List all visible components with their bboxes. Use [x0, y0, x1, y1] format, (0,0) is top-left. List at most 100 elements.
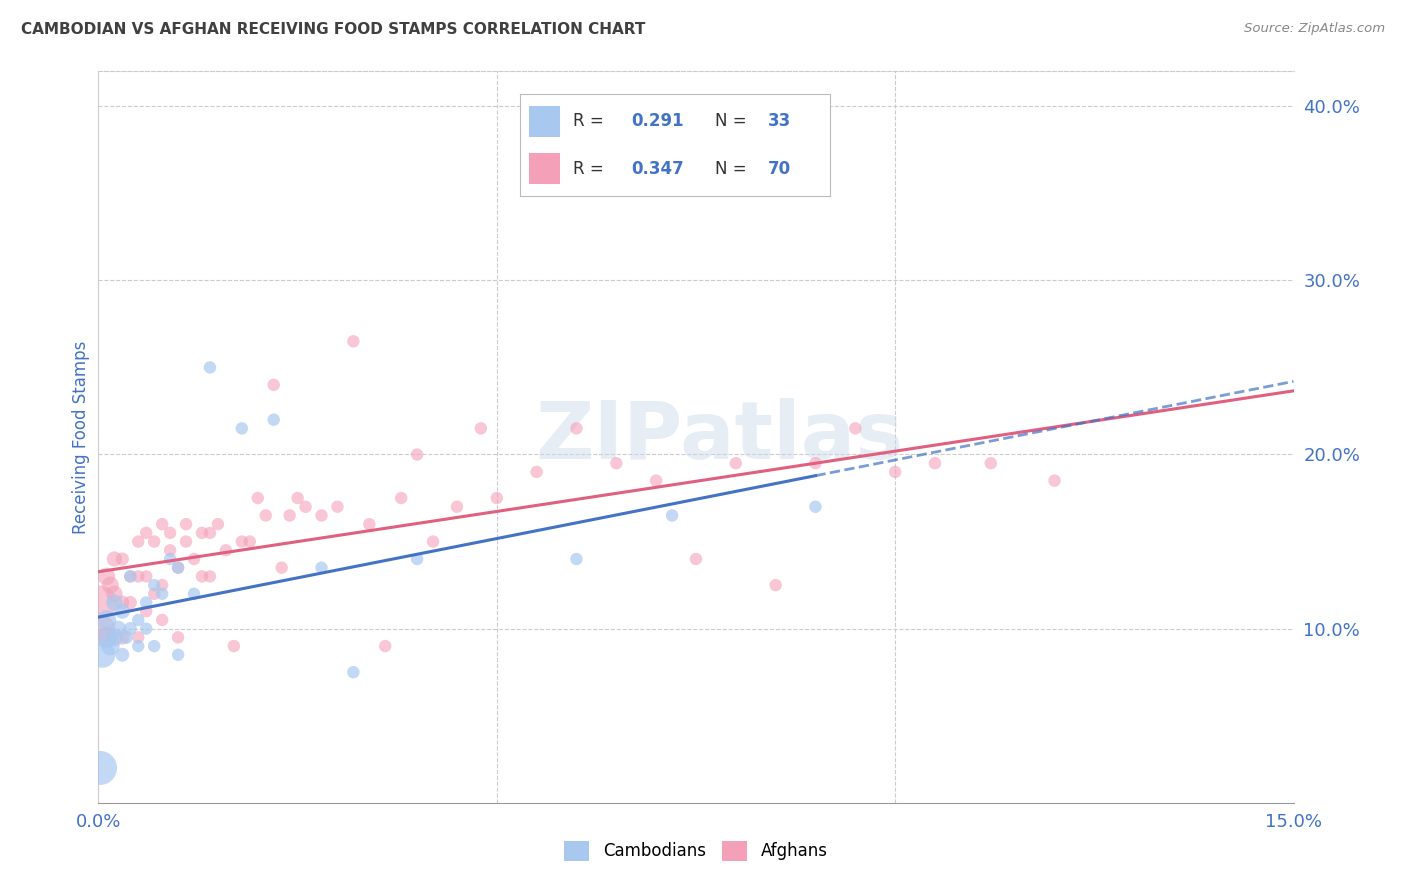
Point: [135, 604, 157, 618]
Y-axis label: Receiving Food Stamps: Receiving Food Stamps: [72, 341, 90, 533]
Point: [120, 595, 142, 609]
Point: [111, 604, 134, 618]
Point: [311, 508, 333, 523]
Point: [135, 622, 157, 636]
Text: 70: 70: [768, 160, 790, 178]
Point: [804, 500, 827, 514]
Point: [239, 534, 262, 549]
Point: [167, 560, 190, 574]
Point: [96, 569, 118, 583]
Point: [120, 569, 142, 583]
Point: [143, 578, 166, 592]
Point: [127, 613, 149, 627]
Point: [924, 456, 946, 470]
Point: [127, 534, 149, 549]
Point: [406, 448, 429, 462]
Point: [446, 500, 468, 514]
Point: [115, 631, 138, 645]
Point: [406, 552, 429, 566]
Point: [765, 578, 787, 592]
Text: Source: ZipAtlas.com: Source: ZipAtlas.com: [1244, 22, 1385, 36]
Point: [120, 622, 142, 636]
Text: CAMBODIAN VS AFGHAN RECEIVING FOOD STAMPS CORRELATION CHART: CAMBODIAN VS AFGHAN RECEIVING FOOD STAMP…: [21, 22, 645, 37]
Text: ZIPatlas: ZIPatlas: [536, 398, 904, 476]
Text: N =: N =: [716, 112, 752, 130]
Point: [485, 491, 508, 505]
Point: [103, 552, 125, 566]
Point: [143, 534, 166, 549]
Point: [174, 534, 197, 549]
Point: [167, 560, 190, 574]
Point: [183, 552, 205, 566]
Point: [374, 639, 396, 653]
Point: [135, 569, 157, 583]
Point: [263, 377, 285, 392]
Text: 0.347: 0.347: [631, 160, 685, 178]
Point: [231, 534, 253, 549]
Point: [89, 595, 111, 609]
Point: [98, 639, 122, 653]
Point: [183, 587, 205, 601]
Point: [167, 631, 190, 645]
Point: [191, 525, 214, 540]
Point: [111, 595, 134, 609]
Point: [645, 474, 668, 488]
Point: [246, 491, 269, 505]
Point: [231, 421, 253, 435]
Point: [150, 613, 173, 627]
Point: [980, 456, 1002, 470]
Point: [135, 525, 157, 540]
Point: [804, 456, 827, 470]
Point: [120, 569, 142, 583]
Point: [103, 595, 125, 609]
Point: [198, 569, 221, 583]
Point: [724, 456, 747, 470]
Point: [91, 622, 114, 636]
FancyBboxPatch shape: [530, 106, 561, 136]
Text: R =: R =: [572, 112, 609, 130]
Point: [254, 508, 277, 523]
FancyBboxPatch shape: [530, 153, 561, 184]
Point: [215, 543, 238, 558]
Point: [143, 587, 166, 601]
Point: [150, 587, 173, 601]
Text: N =: N =: [716, 160, 752, 178]
Point: [96, 631, 118, 645]
Point: [605, 456, 627, 470]
Point: [326, 500, 349, 514]
Point: [287, 491, 309, 505]
Point: [470, 421, 492, 435]
Point: [159, 552, 181, 566]
Point: [89, 761, 111, 775]
Point: [278, 508, 301, 523]
Point: [222, 639, 245, 653]
Point: [191, 569, 214, 583]
Point: [294, 500, 316, 514]
Point: [526, 465, 548, 479]
Point: [159, 525, 181, 540]
Point: [207, 517, 229, 532]
Point: [342, 665, 364, 680]
Point: [111, 648, 134, 662]
Point: [150, 517, 173, 532]
Point: [143, 639, 166, 653]
Point: [150, 578, 173, 592]
Point: [198, 360, 221, 375]
Point: [174, 517, 197, 532]
Text: R =: R =: [572, 160, 609, 178]
Point: [661, 508, 683, 523]
Point: [422, 534, 444, 549]
Point: [103, 631, 125, 645]
Point: [96, 613, 118, 627]
Point: [107, 622, 129, 636]
Point: [111, 631, 134, 645]
Point: [96, 631, 118, 645]
Point: [127, 639, 149, 653]
Point: [342, 334, 364, 349]
Text: 0.291: 0.291: [631, 112, 685, 130]
Point: [198, 525, 221, 540]
Point: [98, 578, 122, 592]
Point: [565, 421, 588, 435]
Point: [565, 552, 588, 566]
Point: [135, 595, 157, 609]
